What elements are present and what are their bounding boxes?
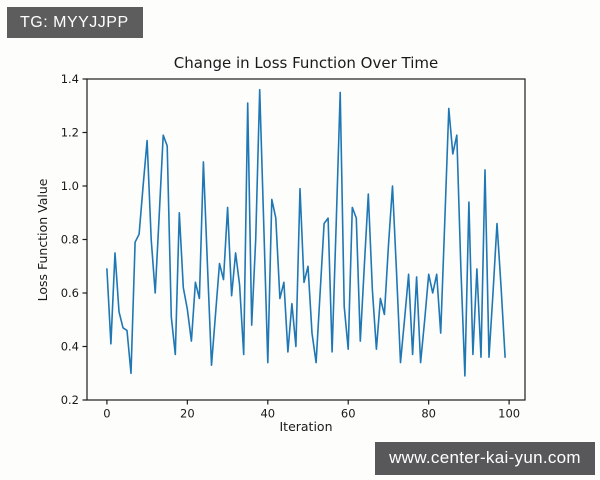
- loss-line: [106, 88, 506, 377]
- x-tick-label: 0: [103, 407, 110, 421]
- y-tick-label: 1.4: [61, 72, 79, 86]
- chart-title: Change in Loss Function Over Time: [174, 54, 438, 72]
- y-tick-label: 1.0: [61, 179, 79, 193]
- x-axis-label: Iteration: [279, 419, 332, 434]
- tg-badge: TG: MYYJJPP: [7, 7, 143, 38]
- axis-ticks: 0 20 40 60 80 100 0.2 0.4 0.6 0.8 1.0 1.2 1.4: [61, 72, 520, 421]
- x-tick-label: 40: [260, 407, 275, 421]
- y-tick-label: 0.6: [61, 286, 79, 300]
- plot-border: [86, 78, 526, 401]
- x-tick-label: 60: [341, 407, 356, 421]
- y-tick-label: 0.4: [61, 340, 79, 354]
- x-tick-label: 100: [498, 407, 520, 421]
- plot-area: [87, 79, 525, 400]
- y-tick-label: 0.2: [61, 393, 79, 407]
- x-tick-label: 80: [421, 407, 436, 421]
- x-tick-label: 20: [180, 407, 195, 421]
- y-axis-label: Loss Function Value: [35, 178, 50, 301]
- y-tick-label: 0.8: [61, 233, 79, 247]
- y-tick-label: 1.2: [61, 126, 79, 140]
- watermark: www.center-kai-yun.com: [375, 442, 595, 475]
